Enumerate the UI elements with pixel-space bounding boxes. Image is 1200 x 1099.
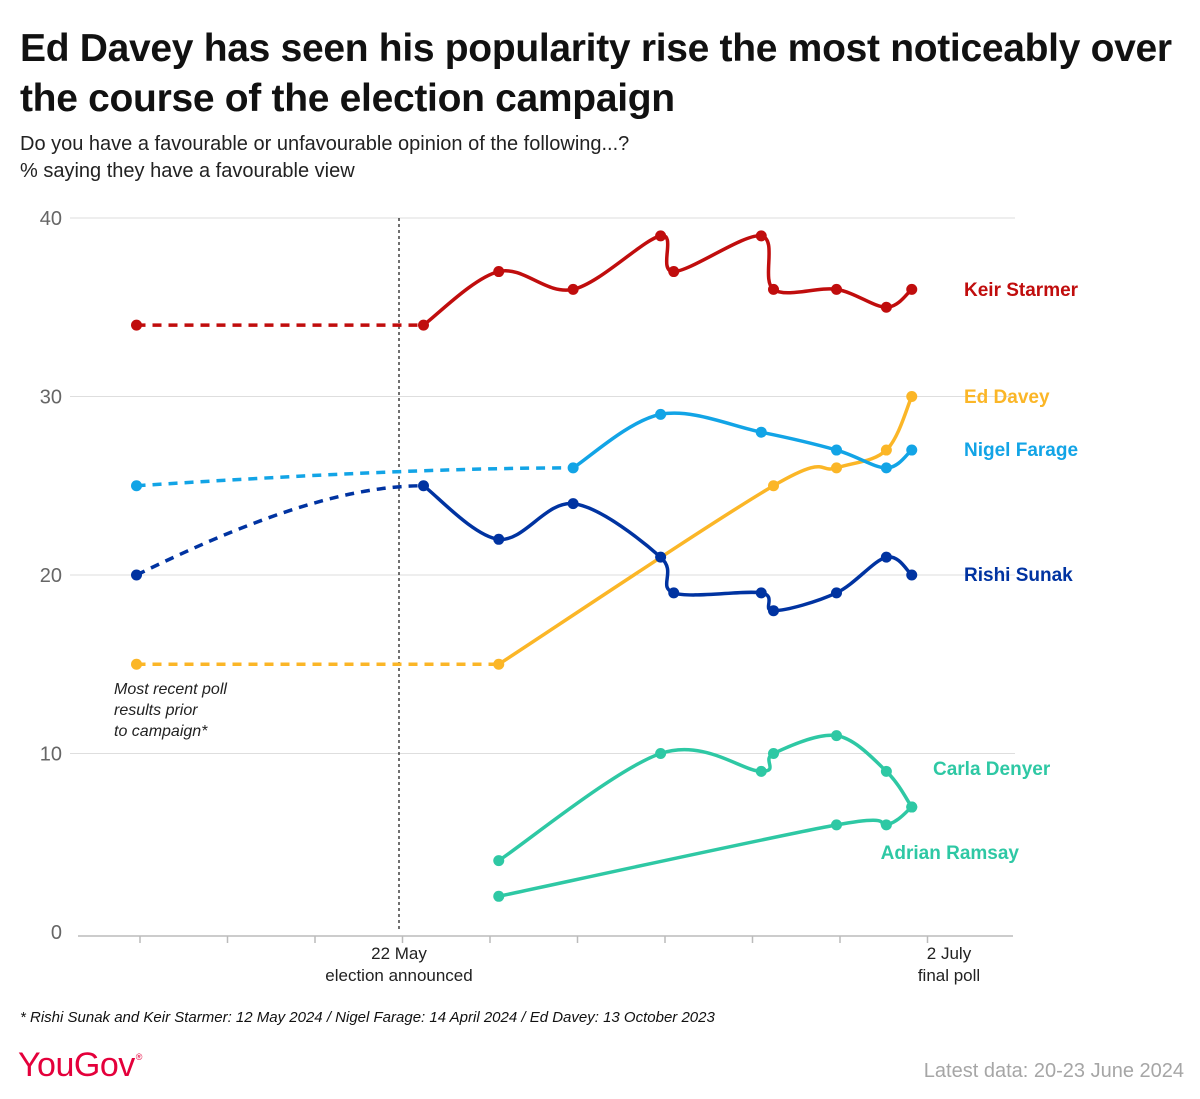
pre-campaign-line-rishi-sunak bbox=[135, 484, 424, 577]
data-point bbox=[567, 462, 579, 474]
data-point bbox=[567, 498, 579, 510]
line-nigel-farage bbox=[572, 411, 913, 470]
series-keir-starmer bbox=[131, 230, 918, 331]
data-point bbox=[768, 283, 779, 295]
data-point bbox=[493, 658, 505, 670]
series-label-carla-denyer: Carla Denyer bbox=[933, 759, 1051, 780]
series-nigel-farage bbox=[131, 408, 918, 492]
pre-campaign-point bbox=[131, 569, 142, 581]
chart-subtitle: Do you have a favourable or unfavourable… bbox=[20, 131, 1180, 185]
series-ed-davey bbox=[131, 391, 918, 670]
pre-campaign-note-line: results prior bbox=[114, 702, 198, 719]
data-point bbox=[768, 480, 779, 492]
logo-text: YouGov bbox=[18, 1046, 135, 1084]
pre-campaign-note: Most recent poll results prior to campaign… bbox=[114, 681, 227, 740]
data-point bbox=[493, 266, 505, 278]
data-point bbox=[655, 551, 667, 563]
data-point bbox=[906, 391, 918, 402]
data-point bbox=[493, 890, 505, 902]
pre-campaign-line-nigel-farage bbox=[136, 466, 574, 488]
gridlines: 0 10 20 30 40 bbox=[40, 208, 1015, 944]
data-point bbox=[755, 587, 767, 599]
data-point bbox=[755, 230, 767, 242]
pre-campaign-point bbox=[131, 480, 142, 492]
x-tick-label-1: 2 July final poll bbox=[918, 944, 980, 985]
data-point bbox=[831, 819, 842, 831]
series-adrian-ramsay bbox=[493, 801, 918, 902]
footnote: * Rishi Sunak and Keir Starmer: 12 May 2… bbox=[20, 1009, 715, 1026]
data-point bbox=[655, 408, 667, 420]
line-carla-denyer bbox=[497, 733, 914, 863]
latest-data: Latest data: 20-23 June 2024 bbox=[923, 1060, 1184, 1082]
x-tick-label-0: 22 May election announced bbox=[325, 944, 472, 985]
data-point bbox=[880, 444, 892, 456]
series-label-rishi-sunak: Rishi Sunak bbox=[964, 565, 1073, 586]
line-keir-starmer bbox=[422, 234, 913, 327]
x-tick-label-line: 22 May bbox=[371, 944, 427, 963]
series-label-keir-starmer: Keir Starmer bbox=[964, 280, 1079, 301]
series-label-adrian-ramsay: Adrian Ramsay bbox=[881, 843, 1020, 864]
pre-campaign-note-line: to campaign* bbox=[114, 723, 208, 740]
x-tick-label-line: election announced bbox=[325, 966, 472, 985]
subtitle-measure: % saying they have a favourable view bbox=[20, 160, 355, 182]
pre-campaign-point bbox=[131, 319, 142, 331]
x-tick-label-line: final poll bbox=[918, 966, 980, 985]
data-point bbox=[880, 301, 892, 313]
data-point bbox=[768, 748, 779, 759]
line-chart: 0 10 20 30 40 22 May election announced 2 July f… bbox=[40, 208, 1079, 985]
x-axis: 22 May election announced 2 July final poll bbox=[78, 935, 1013, 985]
data-point bbox=[880, 765, 892, 777]
line-ed-davey bbox=[497, 395, 914, 666]
line-adrian-ramsay bbox=[498, 805, 913, 899]
data-point bbox=[831, 730, 842, 742]
data-point bbox=[880, 551, 892, 563]
data-point bbox=[567, 283, 579, 295]
data-point bbox=[906, 444, 918, 456]
series-rishi-sunak bbox=[131, 480, 918, 617]
data-point bbox=[906, 283, 918, 295]
data-point bbox=[755, 426, 767, 438]
data-point bbox=[906, 801, 918, 813]
line-rishi-sunak bbox=[422, 484, 913, 613]
data-point bbox=[668, 587, 680, 599]
data-point bbox=[655, 230, 667, 242]
data-point bbox=[418, 480, 429, 492]
y-tick-label-10: 10 bbox=[40, 744, 62, 766]
pre-campaign-note-line: Most recent poll bbox=[114, 681, 227, 698]
series-label-ed-davey: Ed Davey bbox=[964, 387, 1050, 408]
chart-title: Ed Davey has seen his popularity rise th… bbox=[20, 27, 1172, 120]
subtitle-question: Do you have a favourable or unfavourable… bbox=[20, 133, 630, 155]
data-point bbox=[906, 569, 918, 581]
data-point bbox=[655, 748, 667, 759]
y-tick-label-30: 30 bbox=[40, 387, 62, 409]
y-tick-label-20: 20 bbox=[40, 565, 62, 587]
y-tick-label-0: 0 bbox=[51, 922, 62, 944]
data-point bbox=[755, 765, 767, 777]
data-point bbox=[831, 462, 842, 474]
data-point bbox=[880, 462, 892, 474]
data-point bbox=[493, 855, 505, 867]
series-carla-denyer bbox=[493, 730, 918, 867]
data-point bbox=[831, 283, 842, 295]
data-point bbox=[880, 819, 892, 831]
data-point bbox=[668, 266, 680, 278]
data-point bbox=[768, 605, 779, 617]
data-point bbox=[418, 319, 429, 331]
registered-mark: ® bbox=[135, 1052, 143, 1062]
yougov-logo: YouGov® bbox=[18, 1046, 142, 1085]
data-point bbox=[831, 587, 842, 599]
pre-campaign-point bbox=[131, 658, 142, 670]
data-point bbox=[493, 533, 505, 545]
series-label-nigel-farage: Nigel Farage bbox=[964, 440, 1078, 461]
y-tick-label-40: 40 bbox=[40, 208, 62, 230]
data-point bbox=[831, 444, 842, 456]
x-tick-label-line: 2 July bbox=[927, 944, 972, 963]
